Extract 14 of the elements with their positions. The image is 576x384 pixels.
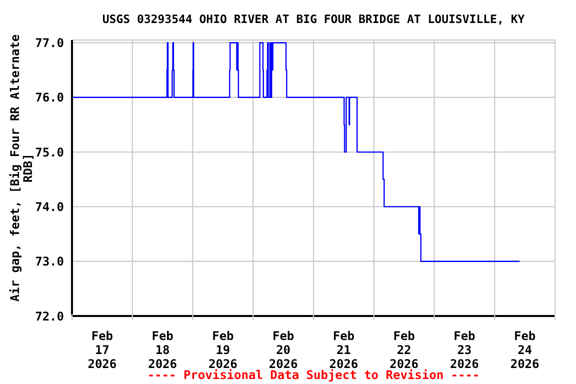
y-tick-label: 77.0 [35,36,64,50]
x-tick-label: Feb 17 2026 [88,329,117,371]
y-tick-label: 73.0 [35,254,64,269]
y-tick-label: 76.0 [35,90,64,105]
x-tick-label: Feb 23 2026 [450,329,479,371]
y-tick-label: 72.0 [35,309,64,324]
y-axis-title: Air gap, feet, [Big Four RR Alternate RDB] [8,33,35,304]
text: ---- Provisional Data Subject to Revision ---- [147,368,480,382]
x-tick-label: Feb 18 2026 [148,329,178,371]
x-tick-label: Feb 24 2026 [510,329,540,371]
x-tick-label: Feb 20 2026 [268,329,298,371]
y-tick-label: 74.0 [35,200,64,214]
chart-title: USGS 03293544 OHIO RIVER AT BIG FOUR BRIDGE AT LOUISVILLE, KY [101,12,526,26]
y-tick-label: 75.0 [35,145,64,160]
